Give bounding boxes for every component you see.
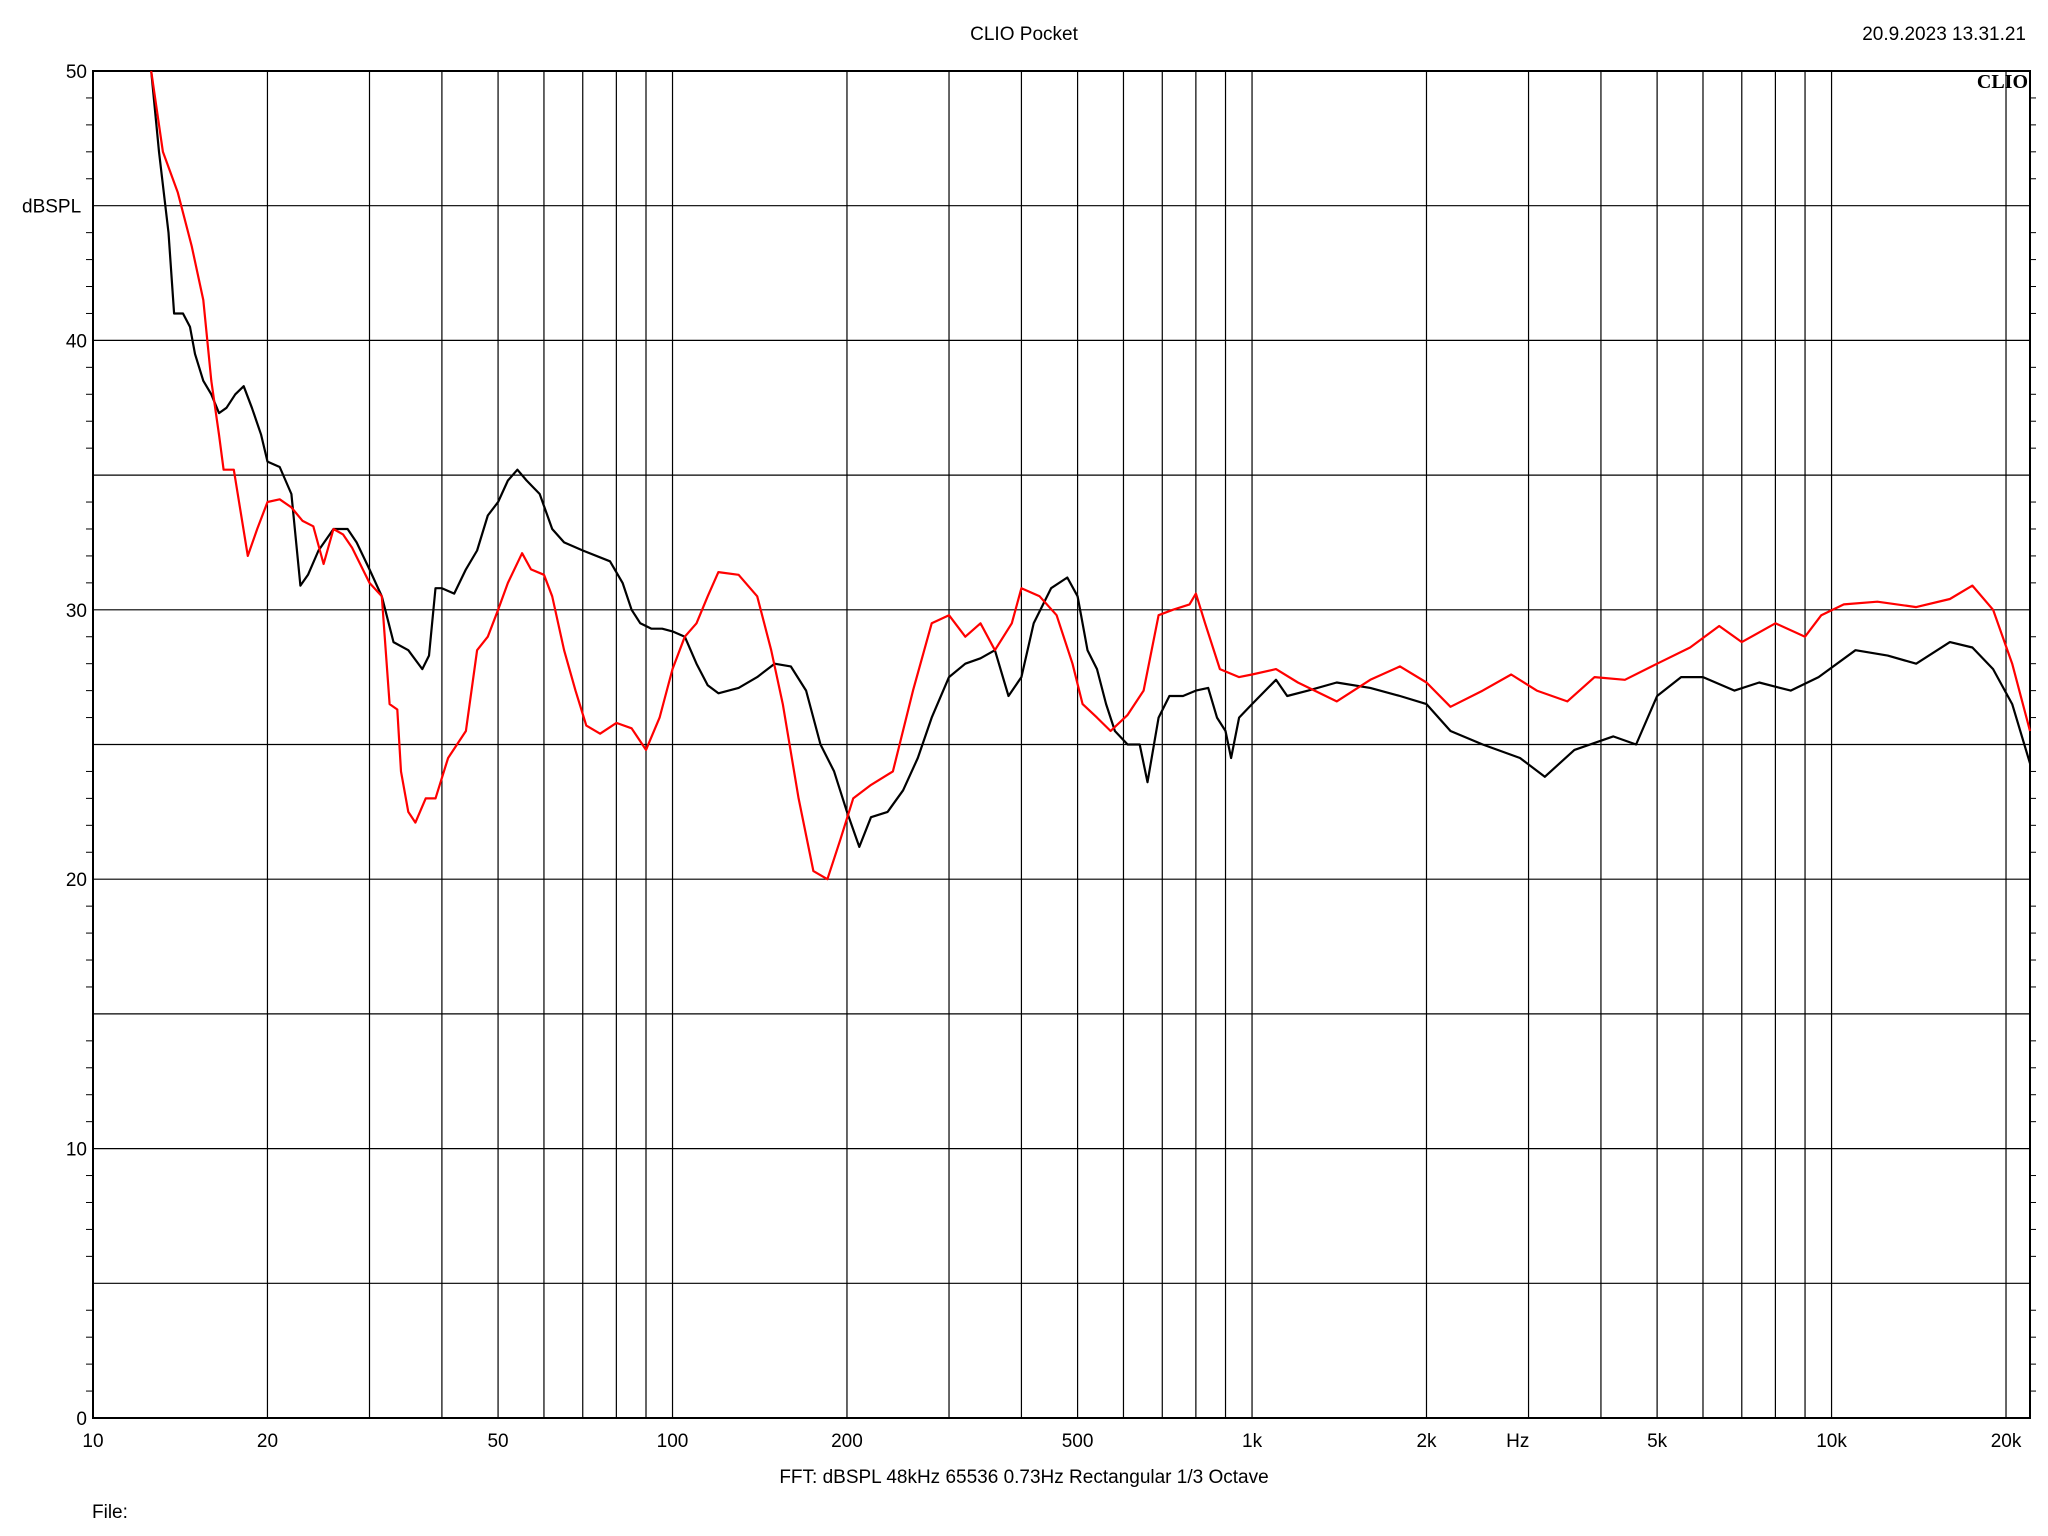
x-tick-label: 1k [1242, 1431, 1263, 1452]
x-tick-label: 200 [831, 1431, 863, 1452]
x-tick-label: 50 [487, 1431, 508, 1452]
file-label: File: [92, 1502, 128, 1523]
x-tick-label: 500 [1062, 1431, 1094, 1452]
x-tick-label: 2k [1416, 1431, 1437, 1452]
x-tick-label: 20 [257, 1431, 278, 1452]
y-tick-label: 30 [66, 601, 87, 622]
grid [86, 70, 2036, 1418]
x-tick-label: 100 [657, 1431, 689, 1452]
y-tick-label: 20 [66, 870, 87, 891]
plot-frame [92, 70, 2031, 1419]
x-tick-label: 10 [82, 1431, 103, 1452]
app-title: CLIO Pocket [970, 24, 1078, 45]
y-tick-label: 50 [66, 62, 87, 83]
series-layer [150, 70, 2032, 881]
series-line-1 [150, 70, 2032, 848]
timestamp: 20.9.2023 13.31.21 [1862, 24, 2026, 45]
y-tick-label: 40 [66, 331, 87, 352]
clio-logo: CLIO [1977, 71, 2028, 93]
y-axis-label: dBSPL [22, 197, 81, 218]
fft-settings-line: FFT: dBSPL 48kHz 65536 0.73Hz Rectangula… [779, 1467, 1269, 1488]
x-tick-label: 5k [1647, 1431, 1668, 1452]
x-tick-label: 20k [1991, 1431, 2022, 1452]
series-line-2 [150, 70, 2032, 881]
y-tick-label: 0 [76, 1409, 87, 1430]
x-tick-label: 10k [1816, 1431, 1847, 1452]
y-tick-label: 10 [66, 1140, 87, 1161]
x-axis-label: Hz [1506, 1431, 1529, 1452]
